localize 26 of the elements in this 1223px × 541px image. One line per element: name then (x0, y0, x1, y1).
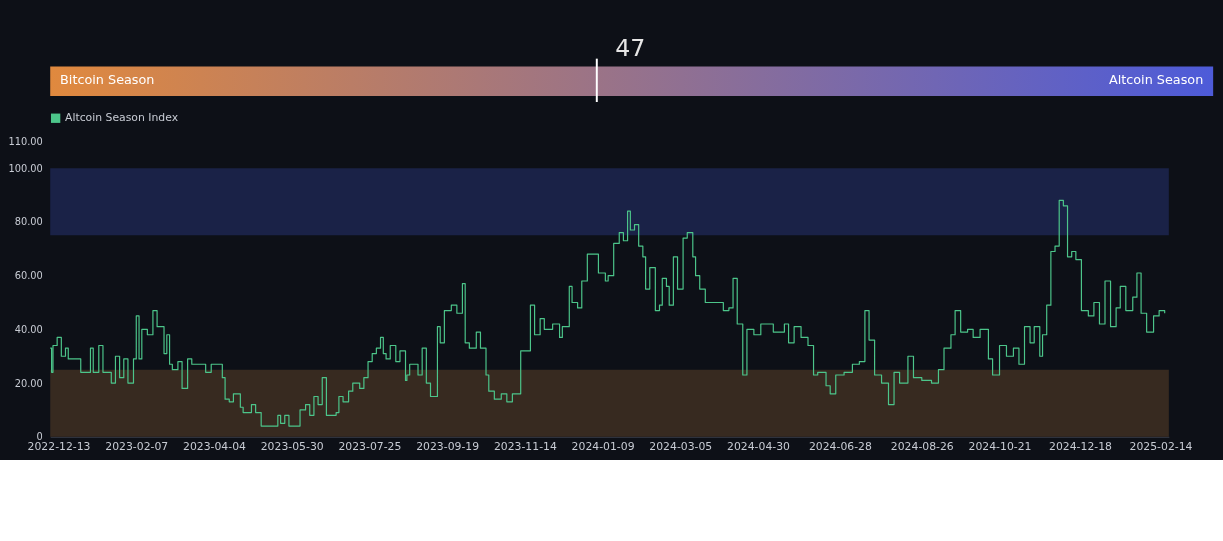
x-tick-label: 2024-04-30 (727, 440, 791, 454)
y-tick-label: 100.00 (8, 162, 43, 174)
x-tick-label: 2022-12-13 (27, 440, 91, 454)
x-tick-label: 2024-06-28 (808, 440, 872, 454)
x-tick-label: 2024-12-18 (1049, 440, 1113, 454)
x-tick-label: 2023-04-04 (183, 440, 247, 454)
x-tick-label: 2023-07-25 (338, 440, 402, 454)
y-tick-label: 0 (36, 431, 43, 443)
y-tick-label: 110.00 (8, 135, 43, 147)
y-tick-label: 80.00 (14, 216, 43, 228)
data-label: 47 (615, 33, 646, 62)
x-tick-label: 2023-05-30 (260, 440, 324, 454)
x-tick-label: 2024-03-05 (649, 440, 713, 454)
x-tick-label: 2024-10-21 (968, 440, 1032, 454)
x-tick-label: 2024-01-09 (571, 440, 635, 454)
x-tick-label: 2024-08-26 (890, 440, 954, 454)
text: Bitcoin Season (60, 72, 155, 88)
text: Altcoin Season (1108, 72, 1204, 88)
y-tick-label: 60.00 (14, 270, 43, 282)
x-tick-label: 2025-02-14 (1129, 440, 1193, 454)
x-tick-label: 2023-11-14 (493, 440, 557, 454)
y-tick-label: 20.00 (14, 377, 43, 389)
legend-label: Altcoin Season Index (64, 111, 179, 125)
x-tick-label: 2023-02-07 (105, 440, 169, 454)
x-tick-label: 2023-09-19 (416, 440, 480, 454)
y-tick-label: 40.00 (14, 323, 43, 335)
